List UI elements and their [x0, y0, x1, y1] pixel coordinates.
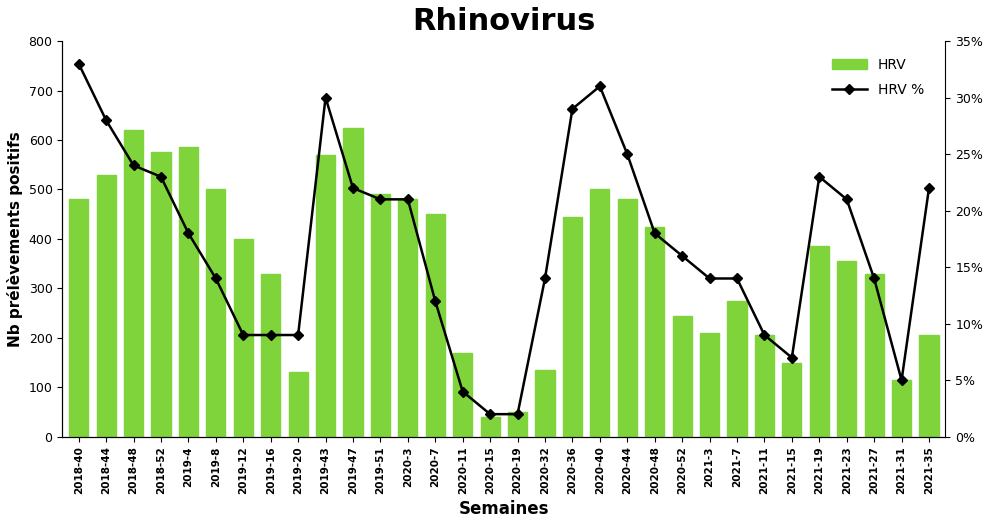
Bar [508, 412, 527, 437]
Bar [700, 333, 719, 437]
Bar [261, 274, 280, 437]
Bar [920, 335, 939, 437]
Bar [480, 417, 500, 437]
Bar [426, 214, 445, 437]
Bar [728, 301, 746, 437]
Bar [536, 370, 554, 437]
Bar [371, 194, 390, 437]
Bar [234, 239, 252, 437]
Bar [96, 175, 116, 437]
Title: Rhinovirus: Rhinovirus [412, 7, 596, 36]
Bar [453, 353, 472, 437]
Bar [782, 363, 802, 437]
Bar [645, 227, 664, 437]
Bar [398, 200, 418, 437]
Bar [754, 335, 774, 437]
Bar [124, 130, 144, 437]
Bar [672, 316, 692, 437]
Bar [179, 148, 198, 437]
Bar [69, 200, 88, 437]
Bar [344, 128, 362, 437]
Legend: HRV, HRV %: HRV, HRV % [827, 52, 930, 102]
Bar [316, 155, 336, 437]
Bar [892, 380, 911, 437]
Bar [838, 261, 856, 437]
Bar [590, 190, 610, 437]
Bar [864, 274, 884, 437]
Bar [810, 246, 829, 437]
X-axis label: Semaines: Semaines [458, 500, 549, 518]
Bar [151, 152, 170, 437]
Bar [206, 190, 226, 437]
Bar [618, 200, 637, 437]
Bar [562, 217, 582, 437]
Bar [288, 372, 308, 437]
Y-axis label: Nb prélèvements positifs: Nb prélèvements positifs [7, 131, 23, 347]
